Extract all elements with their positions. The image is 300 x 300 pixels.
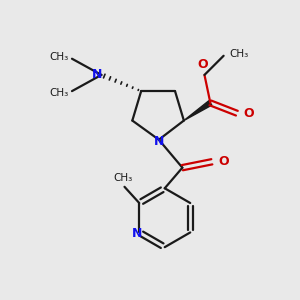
Text: N: N [154,135,164,148]
Text: CH₃: CH₃ [113,173,133,183]
Text: CH₃: CH₃ [49,52,68,62]
Text: CH₃: CH₃ [49,88,68,98]
Text: N: N [132,227,142,240]
Text: O: O [243,107,254,120]
Text: CH₃: CH₃ [229,49,248,59]
Text: N: N [92,68,102,81]
Text: O: O [198,58,208,71]
Polygon shape [184,101,212,121]
Text: O: O [218,155,229,168]
